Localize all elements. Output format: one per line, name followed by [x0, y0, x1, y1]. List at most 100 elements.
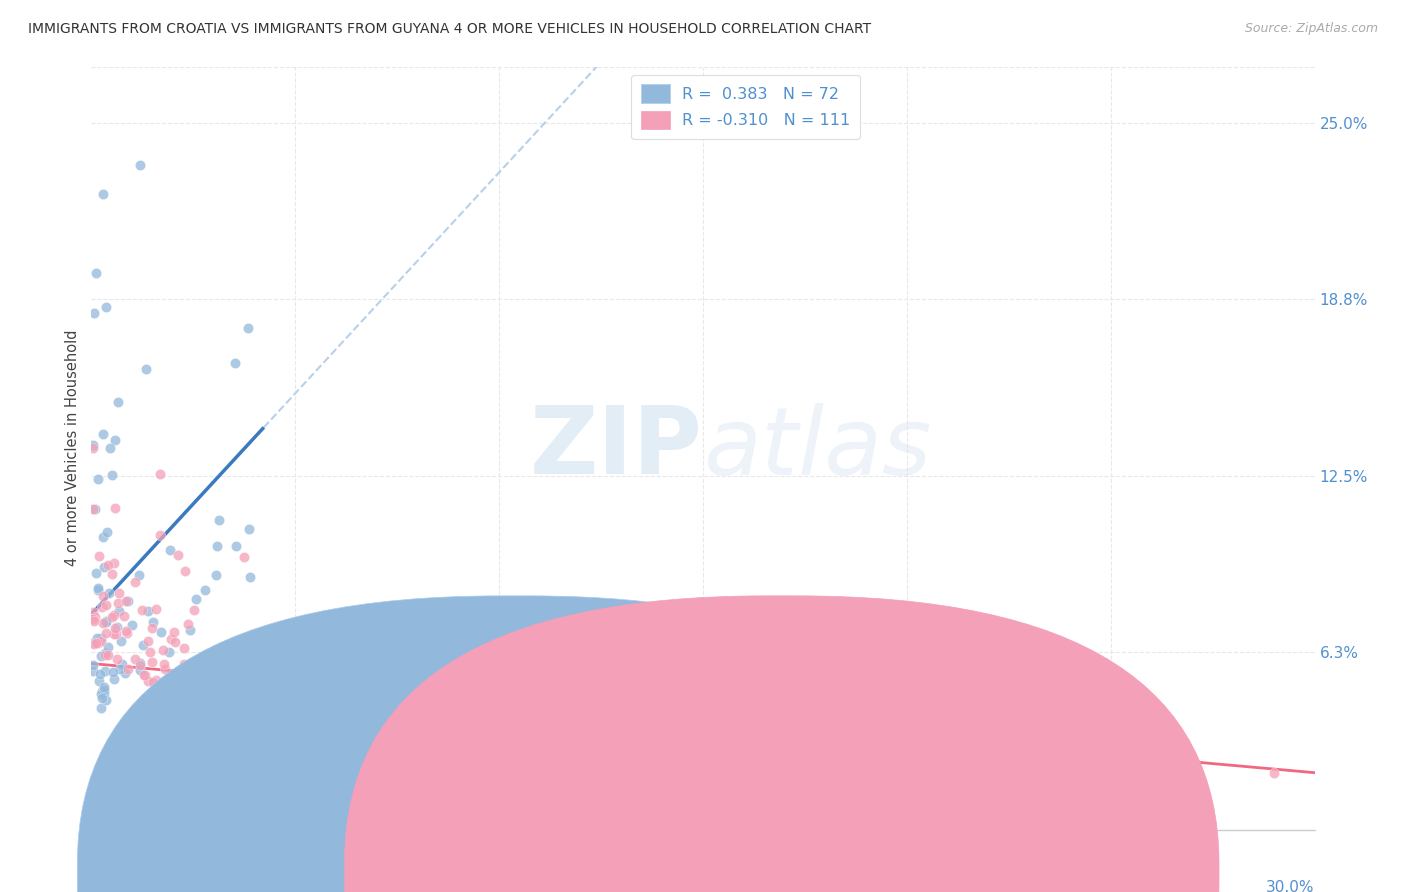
- Point: [1185, 837, 1208, 851]
- Point: [82, 657, 104, 672]
- Point: [84, 635, 107, 649]
- Point: [225, 539, 247, 553]
- Point: [977, 766, 1000, 780]
- Point: [136, 633, 159, 648]
- Point: [82, 442, 104, 456]
- Point: [87, 581, 110, 595]
- Point: [90, 648, 112, 663]
- Point: [90, 687, 112, 701]
- Point: [183, 603, 205, 617]
- Text: atlas: atlas: [703, 402, 931, 494]
- Point: [1223, 837, 1246, 851]
- Point: [124, 574, 146, 589]
- Point: [114, 666, 136, 681]
- Point: [91, 691, 114, 706]
- Point: [105, 652, 128, 666]
- Point: [110, 634, 132, 648]
- Point: [605, 837, 627, 851]
- Point: [82, 612, 104, 626]
- Point: [855, 644, 877, 658]
- Point: [1253, 837, 1275, 851]
- Legend: R =  0.383   N = 72, R = -0.310   N = 111: R = 0.383 N = 72, R = -0.310 N = 111: [631, 75, 860, 139]
- Point: [138, 645, 160, 659]
- Point: [124, 652, 146, 666]
- Point: [129, 663, 152, 677]
- Point: [437, 602, 460, 616]
- Point: [501, 837, 523, 851]
- Point: [640, 837, 662, 851]
- Point: [108, 604, 131, 618]
- Point: [177, 616, 200, 631]
- Point: [91, 187, 114, 202]
- Point: [91, 427, 114, 442]
- Point: [97, 558, 120, 572]
- Point: [91, 530, 114, 544]
- Point: [711, 639, 734, 653]
- Point: [148, 528, 170, 542]
- Point: [91, 684, 114, 698]
- Text: 30.0%: 30.0%: [1267, 880, 1315, 892]
- Point: [194, 583, 217, 598]
- Point: [103, 627, 125, 641]
- Point: [91, 616, 114, 631]
- Point: [207, 539, 229, 553]
- Point: [1085, 837, 1108, 851]
- Point: [103, 557, 125, 571]
- Point: [395, 807, 418, 822]
- Point: [173, 640, 195, 655]
- Text: Source: ZipAtlas.com: Source: ZipAtlas.com: [1244, 22, 1378, 36]
- Point: [107, 394, 129, 409]
- Point: [82, 664, 104, 678]
- Point: [90, 600, 112, 615]
- Point: [115, 624, 138, 639]
- Point: [84, 566, 107, 580]
- Point: [93, 560, 115, 574]
- Point: [628, 837, 651, 851]
- Point: [145, 601, 167, 615]
- Point: [163, 671, 186, 685]
- Text: 0.0%: 0.0%: [91, 880, 131, 892]
- Point: [1135, 837, 1157, 851]
- Point: [238, 522, 260, 536]
- Point: [208, 513, 231, 527]
- Point: [103, 665, 125, 679]
- Point: [936, 837, 959, 851]
- Point: [232, 550, 254, 565]
- Point: [96, 524, 118, 539]
- Point: [256, 740, 278, 755]
- Point: [129, 656, 152, 670]
- Point: [96, 300, 118, 314]
- Point: [180, 673, 202, 688]
- Point: [136, 604, 159, 618]
- Point: [101, 468, 124, 483]
- Point: [401, 711, 423, 725]
- Point: [104, 626, 127, 640]
- Point: [128, 568, 150, 582]
- Point: [1092, 837, 1115, 851]
- Text: IMMIGRANTS FROM CROATIA VS IMMIGRANTS FROM GUYANA 4 OR MORE VEHICLES IN HOUSEHOL: IMMIGRANTS FROM CROATIA VS IMMIGRANTS FR…: [28, 22, 872, 37]
- Point: [105, 620, 128, 634]
- Point: [94, 693, 117, 707]
- Point: [1159, 837, 1181, 851]
- Point: [179, 623, 201, 637]
- Point: [82, 605, 104, 619]
- Point: [82, 636, 104, 650]
- Point: [97, 640, 120, 654]
- Point: [131, 602, 153, 616]
- Point: [224, 356, 246, 371]
- Point: [86, 631, 108, 645]
- Point: [153, 662, 176, 676]
- Point: [108, 662, 131, 676]
- Point: [87, 674, 110, 689]
- Point: [149, 467, 172, 481]
- Point: [89, 667, 111, 681]
- Point: [107, 596, 129, 610]
- Point: [236, 321, 259, 335]
- Point: [117, 594, 139, 608]
- Point: [910, 837, 932, 851]
- Point: [97, 648, 120, 662]
- Point: [477, 837, 499, 851]
- Point: [84, 609, 107, 624]
- Point: [422, 675, 444, 690]
- Point: [166, 548, 188, 562]
